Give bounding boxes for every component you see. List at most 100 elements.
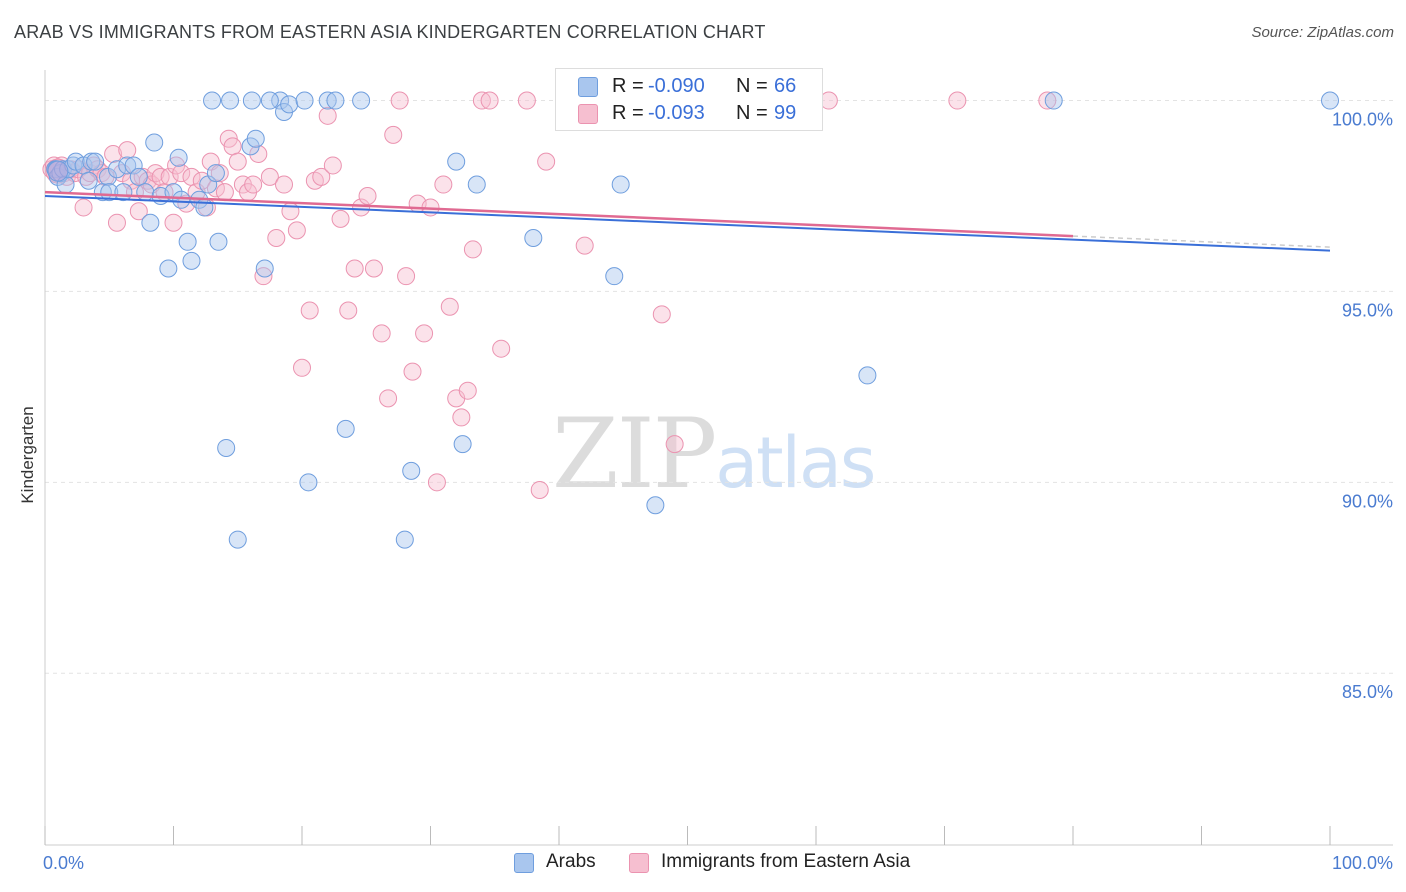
immigrants-point — [107, 213, 126, 232]
immigrants-point — [463, 240, 482, 259]
immigrants-point — [160, 167, 179, 186]
immigrants-trend-extension — [1072, 235, 1331, 248]
source-credit: Source: ZipAtlas.com — [1251, 24, 1394, 41]
immigrants-point — [440, 297, 459, 316]
immigrants-point — [575, 236, 594, 255]
bottom-immigrants-label: Immigrants from Eastern Asia — [661, 851, 911, 872]
arabs-point — [209, 232, 228, 251]
immigrants-point — [384, 125, 403, 144]
arabs-point — [172, 190, 191, 209]
arabs-point — [858, 366, 877, 385]
immigrants-point — [260, 167, 279, 186]
arabs-point — [159, 259, 178, 278]
arabs-point — [221, 91, 240, 110]
arabs-point — [1044, 91, 1063, 110]
immigrants-r-label: R = — [612, 102, 644, 124]
arabs-point — [82, 152, 101, 171]
immigrants-point — [129, 202, 148, 221]
chart-title: ARAB VS IMMIGRANTS FROM EASTERN ASIA KIN… — [14, 22, 766, 42]
arabs-point — [326, 91, 345, 110]
watermark-atlas: atlas — [715, 422, 876, 504]
arabs-point — [178, 232, 197, 251]
arabs-point — [118, 156, 137, 175]
arabs-point — [228, 530, 247, 549]
immigrants-n-label: N = — [736, 102, 768, 124]
arabs-point — [611, 175, 630, 194]
arabs-point — [129, 167, 148, 186]
arabs-point — [79, 171, 98, 190]
arabs-point — [352, 91, 371, 110]
immigrants-point — [164, 213, 183, 232]
arabs-point — [246, 129, 265, 148]
x-tick-label: 100.0% — [1332, 853, 1393, 873]
arabs-point — [182, 251, 201, 270]
x-tick-label: 0.0% — [43, 853, 84, 873]
immigrants-point — [397, 267, 416, 286]
immigrants-point — [254, 267, 273, 286]
arabs-point — [107, 160, 126, 179]
arabs-point — [98, 167, 117, 186]
arabs-point — [447, 152, 466, 171]
immigrants-point — [244, 175, 263, 194]
tick-labels: 100.0% 95.0% 90.0% 85.0% 0.0% 100.0% — [43, 110, 1393, 873]
arabs-trend-line — [44, 194, 1331, 252]
arabs-point — [318, 91, 337, 110]
immigrants-point — [379, 389, 398, 408]
arabs-point — [217, 438, 236, 457]
arabs-point — [453, 435, 472, 454]
arabs-point — [195, 198, 214, 217]
arabs-point — [124, 156, 143, 175]
y-tick-label: 100.0% — [1332, 110, 1393, 130]
axes — [44, 70, 1393, 846]
immigrants-point — [364, 259, 383, 278]
immigrants-point — [172, 164, 191, 183]
arabs-point — [271, 91, 290, 110]
y-tick-label: 90.0% — [1342, 491, 1393, 511]
immigrants-point — [948, 91, 967, 110]
arabs-point — [169, 148, 188, 167]
immigrants-point — [215, 183, 234, 202]
arabs-point — [295, 91, 314, 110]
immigrants-point — [293, 358, 311, 377]
immigrants-point — [652, 305, 671, 324]
arabs-point — [280, 95, 299, 114]
arabs-point — [524, 228, 543, 247]
immigrants-point — [358, 186, 377, 205]
immigrants-point — [1038, 91, 1057, 110]
immigrants-point — [458, 381, 477, 400]
immigrants-point — [345, 259, 364, 278]
stats-legend: R = -0.090 N = 66 R = -0.093 N = 99 — [555, 68, 823, 131]
arabs-point — [336, 419, 355, 438]
immigrants-n-value: 99 — [774, 102, 797, 124]
immigrants-point — [480, 91, 499, 110]
arabs-point — [203, 91, 222, 110]
arabs-point — [255, 259, 274, 278]
bottom-immigrants-swatch — [629, 853, 649, 873]
immigrants-points — [42, 91, 1057, 499]
arabs-swatch — [578, 77, 598, 97]
immigrants-point — [323, 156, 342, 175]
arabs-point — [242, 91, 261, 110]
trend-lines — [44, 190, 1331, 252]
immigrants-point — [74, 198, 93, 217]
arabs-n-value: 66 — [774, 75, 797, 97]
immigrants-point — [228, 152, 247, 171]
immigrants-point — [517, 91, 536, 110]
watermark-zip: ZIP — [552, 398, 717, 510]
y-tick-label: 85.0% — [1342, 682, 1393, 702]
arabs-point — [605, 267, 624, 286]
arabs-point — [100, 183, 119, 202]
immigrants-point — [492, 339, 511, 358]
immigrants-point — [223, 137, 242, 156]
immigrants-point — [403, 362, 422, 381]
immigrants-point — [331, 209, 350, 228]
arabs-point — [145, 133, 164, 152]
arabs-point — [646, 496, 665, 515]
arabs-cluster-point — [47, 160, 69, 182]
immigrants-point — [118, 141, 137, 160]
arabs-r-label: R = — [612, 75, 644, 97]
arabs-point — [395, 530, 414, 549]
immigrants-point — [427, 473, 446, 492]
immigrants-point — [537, 152, 556, 171]
